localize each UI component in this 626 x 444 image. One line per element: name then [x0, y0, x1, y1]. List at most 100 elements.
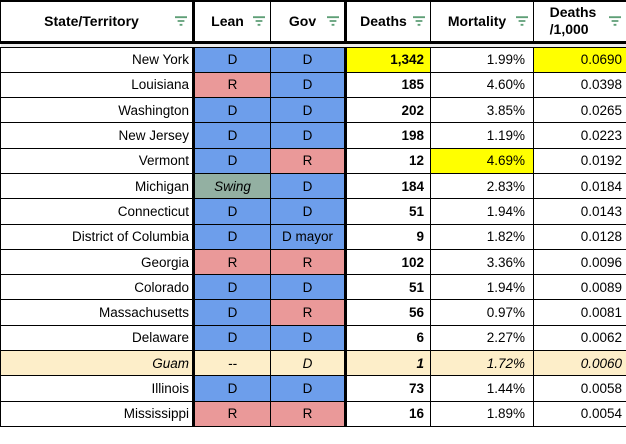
cell-deaths-per-1000[interactable]: 0.0184	[533, 172, 626, 200]
column-header-deaths-per-1000[interactable]: Deaths /1,000	[533, 0, 626, 43]
cell-lean[interactable]: R	[192, 248, 271, 276]
filter-icon[interactable]	[252, 15, 266, 27]
cell-gov[interactable]: D	[270, 198, 346, 225]
cell-mortality[interactable]: 1.82%	[430, 223, 534, 250]
cell-gov[interactable]: D	[270, 172, 346, 200]
cell-gov[interactable]: R	[270, 147, 346, 174]
cell-deaths-per-1000[interactable]: 0.0128	[533, 223, 626, 250]
filter-icon[interactable]	[515, 15, 529, 27]
filter-icon[interactable]	[608, 15, 622, 27]
cell-mortality[interactable]: 2.27%	[430, 324, 534, 352]
cell-mortality[interactable]: 4.69%	[430, 147, 534, 174]
cell-lean[interactable]: D	[192, 97, 271, 124]
cell-state[interactable]: Mississippi	[0, 400, 194, 427]
cell-gov[interactable]: D	[270, 97, 346, 124]
cell-deaths[interactable]: 1,342	[344, 46, 431, 73]
cell-state[interactable]: Michigan	[0, 172, 194, 200]
cell-state[interactable]: Washington	[0, 97, 194, 124]
cell-lean[interactable]: D	[192, 198, 271, 225]
cell-gov[interactable]: R	[270, 299, 346, 326]
column-header-mortality[interactable]: Mortality	[430, 0, 534, 43]
cell-lean[interactable]: D	[192, 324, 271, 352]
cell-deaths-per-1000[interactable]: 0.0081	[533, 299, 626, 326]
cell-state[interactable]: Georgia	[0, 248, 194, 276]
cell-deaths[interactable]: 16	[344, 400, 431, 427]
cell-state[interactable]: Guam	[0, 350, 194, 377]
cell-lean[interactable]: D	[192, 274, 271, 301]
cell-mortality[interactable]: 3.36%	[430, 248, 534, 276]
filter-icon[interactable]	[326, 15, 340, 27]
cell-mortality[interactable]: 4.60%	[430, 71, 534, 99]
cell-deaths-per-1000[interactable]: 0.0054	[533, 400, 626, 427]
cell-deaths-per-1000[interactable]: 0.0223	[533, 122, 626, 149]
cell-state[interactable]: Colorado	[0, 274, 194, 301]
cell-lean[interactable]: D	[192, 46, 271, 73]
cell-mortality[interactable]: 1.72%	[430, 350, 534, 377]
cell-state[interactable]: New Jersey	[0, 122, 194, 149]
cell-gov[interactable]: D	[270, 324, 346, 352]
cell-mortality[interactable]: 1.99%	[430, 46, 534, 73]
cell-lean[interactable]: D	[192, 223, 271, 250]
cell-state[interactable]: District of Columbia	[0, 223, 194, 250]
cell-deaths[interactable]: 51	[344, 198, 431, 225]
column-header-state-territory[interactable]: State/Territory	[0, 0, 194, 43]
cell-deaths-per-1000[interactable]: 0.0398	[533, 71, 626, 99]
cell-gov[interactable]: R	[270, 400, 346, 427]
cell-deaths[interactable]: 184	[344, 172, 431, 200]
cell-mortality[interactable]: 2.83%	[430, 172, 534, 200]
cell-deaths[interactable]: 185	[344, 71, 431, 99]
column-header-lean[interactable]: Lean	[192, 0, 271, 43]
cell-state[interactable]: New York	[0, 46, 194, 73]
cell-mortality[interactable]: 1.94%	[430, 274, 534, 301]
cell-gov[interactable]: D	[270, 122, 346, 149]
cell-gov[interactable]: D	[270, 350, 346, 377]
cell-deaths-per-1000[interactable]: 0.0062	[533, 324, 626, 352]
cell-deaths-per-1000[interactable]: 0.0143	[533, 198, 626, 225]
cell-deaths-per-1000[interactable]: 0.0089	[533, 274, 626, 301]
cell-mortality[interactable]: 0.97%	[430, 299, 534, 326]
cell-lean[interactable]: R	[192, 400, 271, 427]
cell-state[interactable]: Connecticut	[0, 198, 194, 225]
cell-deaths-per-1000[interactable]: 0.0096	[533, 248, 626, 276]
cell-deaths-per-1000[interactable]: 0.0058	[533, 375, 626, 402]
cell-gov[interactable]: D	[270, 274, 346, 301]
cell-deaths[interactable]: 9	[344, 223, 431, 250]
cell-lean[interactable]: Swing	[192, 172, 271, 200]
cell-state[interactable]: Vermont	[0, 147, 194, 174]
cell-gov[interactable]: D mayor	[270, 223, 346, 250]
cell-deaths[interactable]: 1	[344, 350, 431, 377]
cell-deaths[interactable]: 73	[344, 375, 431, 402]
cell-lean[interactable]: D	[192, 299, 271, 326]
cell-deaths[interactable]: 6	[344, 324, 431, 352]
cell-deaths-per-1000[interactable]: 0.0690	[533, 46, 626, 73]
cell-deaths[interactable]: 51	[344, 274, 431, 301]
cell-state[interactable]: Delaware	[0, 324, 194, 352]
column-header-deaths[interactable]: Deaths	[344, 0, 431, 43]
cell-deaths-per-1000[interactable]: 0.0265	[533, 97, 626, 124]
filter-icon[interactable]	[412, 15, 426, 27]
cell-lean[interactable]: D	[192, 122, 271, 149]
cell-mortality[interactable]: 1.44%	[430, 375, 534, 402]
cell-deaths[interactable]: 102	[344, 248, 431, 276]
cell-deaths[interactable]: 56	[344, 299, 431, 326]
cell-mortality[interactable]: 1.89%	[430, 400, 534, 427]
cell-deaths[interactable]: 12	[344, 147, 431, 174]
cell-mortality[interactable]: 1.94%	[430, 198, 534, 225]
cell-gov[interactable]: D	[270, 46, 346, 73]
cell-state[interactable]: Massachusetts	[0, 299, 194, 326]
cell-gov[interactable]: R	[270, 248, 346, 276]
cell-state[interactable]: Illinois	[0, 375, 194, 402]
cell-deaths-per-1000[interactable]: 0.0192	[533, 147, 626, 174]
cell-deaths[interactable]: 198	[344, 122, 431, 149]
cell-state[interactable]: Louisiana	[0, 71, 194, 99]
cell-mortality[interactable]: 1.19%	[430, 122, 534, 149]
cell-lean[interactable]: D	[192, 375, 271, 402]
cell-lean[interactable]: --	[192, 350, 271, 377]
cell-lean[interactable]: R	[192, 71, 271, 99]
cell-deaths[interactable]: 202	[344, 97, 431, 124]
cell-lean[interactable]: D	[192, 147, 271, 174]
cell-gov[interactable]: D	[270, 375, 346, 402]
column-header-gov[interactable]: Gov	[270, 0, 346, 43]
cell-mortality[interactable]: 3.85%	[430, 97, 534, 124]
cell-gov[interactable]: D	[270, 71, 346, 99]
